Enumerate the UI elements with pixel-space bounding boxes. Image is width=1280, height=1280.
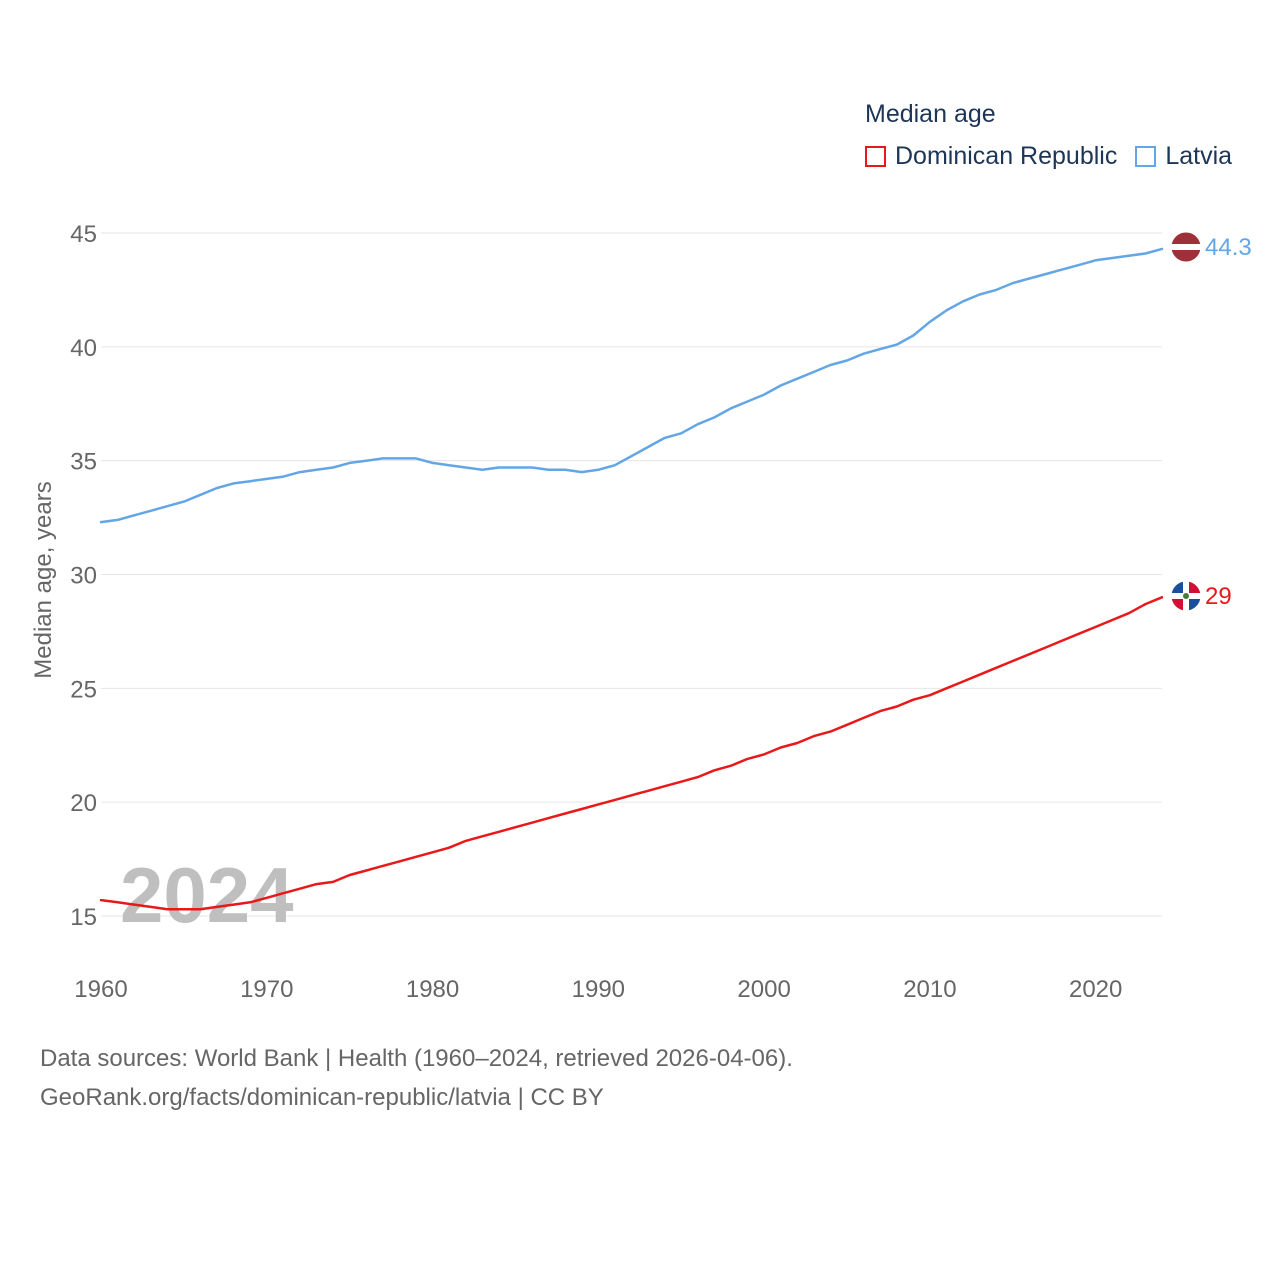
y-tick-label: 15 [70,904,97,931]
year-watermark: 2024 [120,851,294,939]
legend-swatch-dominican-republic [865,146,886,167]
legend-label-latvia: Latvia [1165,142,1233,170]
latvia-end-label: 44.3 [1205,234,1252,261]
y-axis-label: Median age, years [30,481,57,678]
x-tick-label: 1970 [240,976,293,1003]
legend-item-latvia[interactable]: Latvia [1135,142,1232,171]
legend-swatch-latvia [1135,146,1157,167]
y-tick-label: 25 [70,676,97,703]
x-tick-label: 2000 [737,976,790,1003]
x-tick-label: 2020 [1069,976,1122,1003]
y-tick-label: 35 [70,449,97,476]
legend-item-dominican-republic[interactable]: Dominican Republic [865,142,1117,171]
dominican-republic-flag-icon [1170,580,1202,612]
y-tick-label: 20 [70,790,97,817]
series-line-latvia[interactable] [99,247,1164,524]
x-tick-label: 1980 [406,976,459,1003]
source-text: Data sources: World Bank | Health (1960–… [40,1045,793,1072]
legend-label-dominican-republic: Dominican Republic [895,142,1118,170]
legend-title: Median age [865,100,996,128]
dominican-end-label: 29 [1205,583,1232,610]
y-tick-label: 40 [70,335,97,362]
series-line-dominican-republic[interactable] [99,596,1164,911]
source-link[interactable]: GeoRank.org/facts/dominican-republic/lat… [40,1084,604,1111]
legend: Dominican Republic Latvia [865,142,1250,171]
x-tick-label: 1960 [74,976,127,1003]
y-tick-label: 30 [70,563,97,590]
x-tick-label: 1990 [572,976,625,1003]
x-tick-label: 2010 [903,976,956,1003]
y-tick-label: 45 [70,221,97,248]
latvia-flag-icon [1170,231,1202,263]
